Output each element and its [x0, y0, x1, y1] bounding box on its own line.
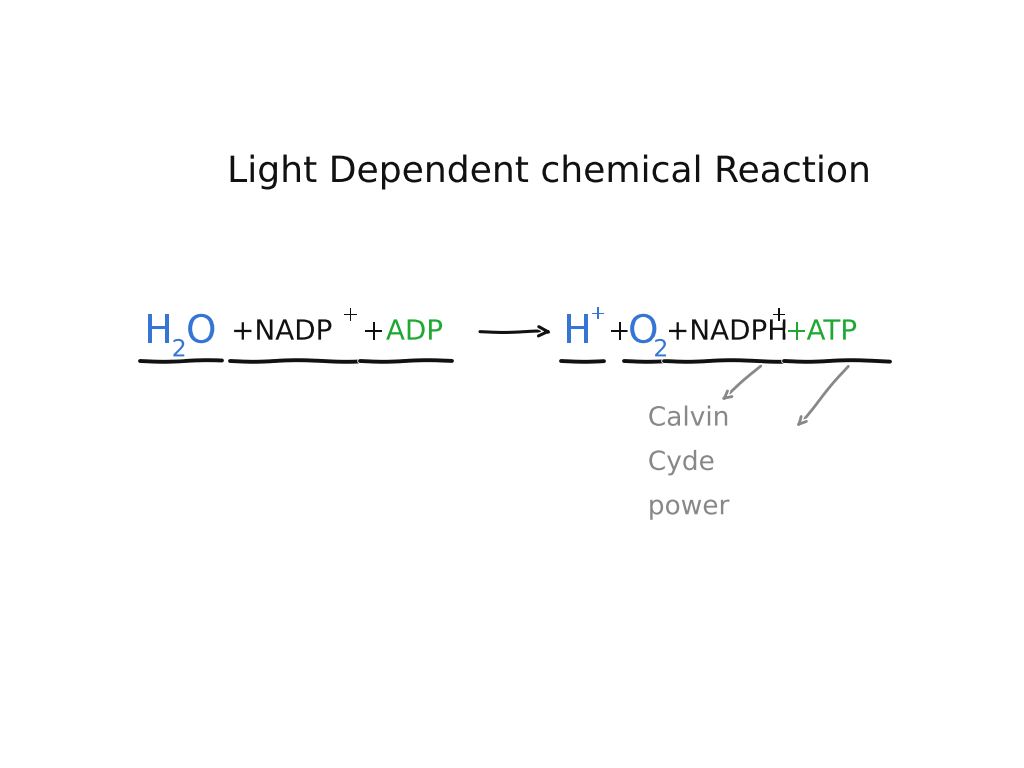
Text: +: + [785, 318, 809, 346]
Text: 2: 2 [172, 337, 186, 362]
Text: +: + [590, 304, 606, 323]
Text: +: + [608, 318, 632, 346]
Text: O: O [628, 313, 658, 351]
Text: +: + [771, 306, 787, 325]
Text: O: O [186, 313, 216, 351]
Text: ADP: ADP [386, 318, 443, 346]
Text: 2: 2 [653, 337, 669, 362]
Text: +: + [342, 306, 358, 325]
Text: Calvin: Calvin [648, 406, 729, 432]
Text: +NADP: +NADP [231, 318, 333, 346]
Text: H: H [143, 313, 173, 351]
Text: ATP: ATP [807, 318, 857, 346]
Text: H: H [563, 313, 592, 351]
Text: power: power [648, 495, 729, 520]
Text: +NADPH: +NADPH [666, 318, 788, 346]
Text: Cyde: Cyde [648, 450, 715, 476]
Text: Light Dependent chemical Reaction: Light Dependent chemical Reaction [227, 155, 870, 189]
Text: +: + [362, 318, 385, 346]
